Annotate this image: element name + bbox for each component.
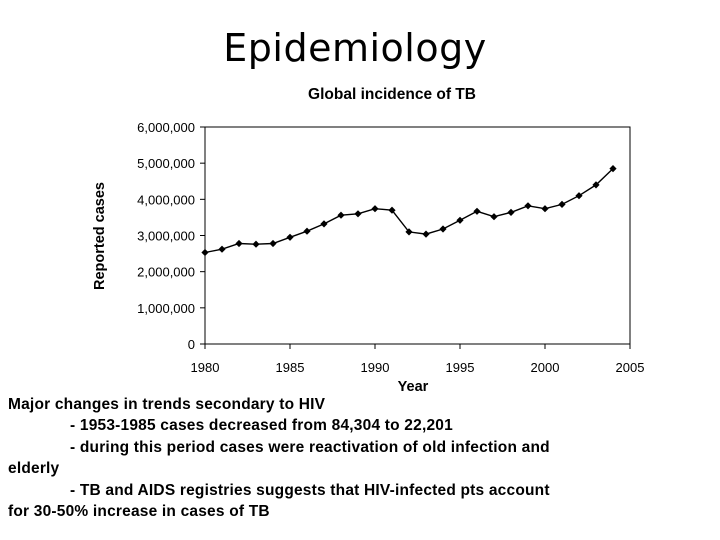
data-point-marker [201, 248, 209, 257]
data-point-marker [541, 205, 549, 213]
notes-bullet-3-continued: for 30-50% increase in cases of TB [8, 503, 270, 521]
data-point-marker [320, 220, 328, 228]
series-layer [201, 165, 617, 257]
data-point-marker [473, 207, 481, 215]
y-axis-label: Reported cases [92, 182, 108, 290]
slide-title: Epidemiology [223, 26, 487, 70]
x-axis-label: Year [398, 379, 429, 395]
data-point-marker [507, 208, 515, 216]
data-point-marker [303, 227, 311, 235]
y-tick-label: 6,000,000 [137, 120, 195, 135]
data-point-marker [354, 210, 362, 218]
notes-block: Major changes in trends secondary to HIV… [8, 394, 714, 522]
chart-title: Global incidence of TB [308, 86, 476, 103]
data-point-marker [405, 228, 413, 236]
notes-bullet-1: - 1953-1985 cases decreased from 84,304 … [70, 417, 453, 435]
series-line [204, 168, 614, 254]
y-tick-label: 1,000,000 [137, 301, 195, 316]
plot-area-frame [204, 126, 631, 345]
data-point-marker [218, 245, 226, 253]
data-point-marker [592, 181, 600, 189]
data-point-marker [337, 211, 345, 219]
data-point-marker [286, 233, 294, 241]
x-tick-label: 2000 [531, 360, 560, 375]
data-point-marker [235, 239, 243, 248]
notes-bullet-2: - during this period cases were reactiva… [70, 438, 550, 456]
y-axis: 0 1,000,000 2,000,000 3,000,000 4,000,000 5,0… [137, 120, 205, 352]
data-point-marker [609, 165, 617, 173]
tb-incidence-chart: Global incidence of TB 0 1,000,000 2,000,0… [92, 86, 645, 395]
x-axis: 1980 1985 1990 1995 2000 2005 [191, 344, 645, 375]
x-tick-label: 2005 [616, 360, 645, 375]
data-point-marker [252, 240, 260, 248]
notes-heading: Major changes in trends secondary to HIV [8, 396, 326, 413]
notes-bullet-3: - TB and AIDS registries suggests that H… [70, 481, 550, 499]
data-point-marker [371, 205, 379, 213]
x-tick-label: 1985 [276, 360, 305, 375]
y-tick-label: 3,000,000 [137, 229, 195, 244]
x-tick-label: 1980 [191, 360, 220, 375]
y-tick-label: 5,000,000 [137, 156, 195, 171]
y-tick-label: 4,000,000 [137, 192, 195, 207]
data-point-marker [524, 202, 532, 210]
y-tick-label: 0 [188, 337, 195, 352]
x-tick-label: 1995 [446, 360, 475, 375]
data-point-marker [558, 200, 566, 208]
data-point-marker [490, 213, 498, 221]
data-point-marker [422, 230, 430, 238]
data-point-marker [575, 192, 583, 200]
data-point-marker [456, 216, 464, 224]
notes-bullet-2-continued: elderly [8, 460, 60, 478]
data-point-marker [269, 239, 277, 248]
data-point-marker [439, 225, 447, 233]
y-tick-label: 2,000,000 [137, 265, 195, 280]
data-point-marker [388, 206, 396, 214]
x-tick-label: 1990 [361, 360, 390, 375]
